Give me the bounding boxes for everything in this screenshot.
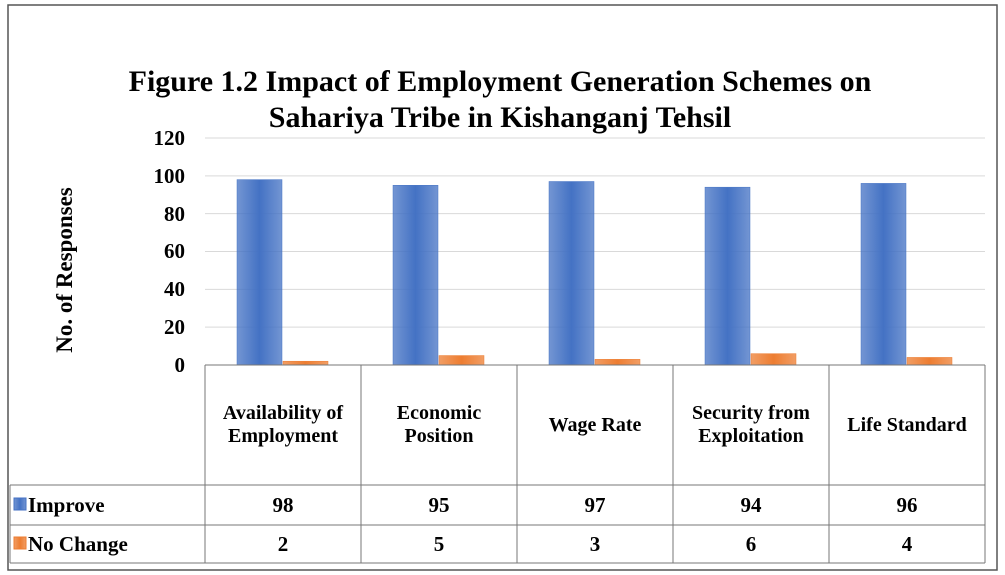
table-value: 97: [584, 492, 606, 517]
y-tick-label: 120: [153, 125, 186, 150]
bar: [906, 357, 953, 366]
x-tick-label: Security from Exploitation: [692, 402, 810, 447]
bar: [438, 355, 485, 366]
table-value: 4: [901, 531, 913, 556]
legend-swatch: [13, 536, 27, 550]
legend-label: No Change: [28, 531, 128, 556]
x-tick-label: Life Standard: [847, 413, 967, 436]
bar: [392, 185, 439, 366]
legend-label: Improve: [28, 492, 105, 517]
y-tick-label: 20: [164, 315, 185, 340]
y-tick-label: 80: [164, 201, 185, 226]
bar: [548, 181, 595, 366]
table-value: 98: [272, 492, 294, 517]
bar: [236, 179, 283, 366]
table-value: 3: [589, 531, 601, 556]
x-tick-label: Economic Position: [396, 402, 482, 447]
y-tick-label: 60: [164, 239, 185, 264]
x-tick-label: Wage Rate: [548, 413, 642, 436]
bar: [704, 186, 751, 366]
y-axis-label: No. of Responses: [52, 187, 77, 353]
table-value: 5: [433, 531, 445, 556]
x-tick-label: Availability of Employment: [222, 402, 344, 447]
chart-title: Figure 1.2 Impact of Employment Generati…: [128, 65, 872, 134]
table-value: 95: [428, 492, 450, 517]
y-tick-label: 100: [153, 163, 186, 188]
legend-swatch: [13, 497, 27, 511]
bar: [750, 353, 797, 366]
table-value: 6: [745, 531, 757, 556]
table-value: 96: [896, 492, 918, 517]
y-tick-label: 40: [164, 277, 185, 302]
table-value: 94: [740, 492, 762, 517]
chart-border: [7, 4, 998, 571]
table-value: 2: [277, 531, 289, 556]
bar: [860, 183, 907, 366]
y-tick-label: 0: [174, 352, 186, 377]
